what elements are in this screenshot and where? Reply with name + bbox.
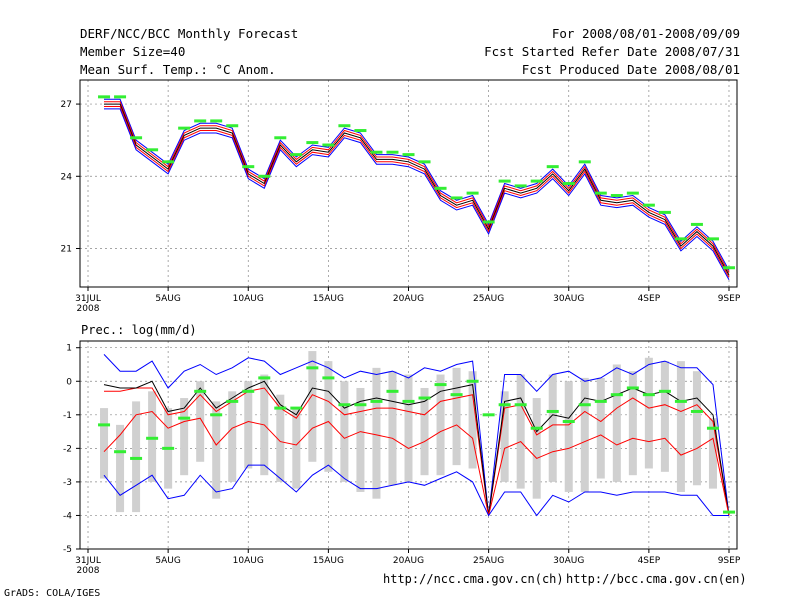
- prec-spread-bar: [324, 361, 333, 472]
- prec-spread-bar: [276, 394, 285, 482]
- prec-spread-bar: [420, 387, 429, 476]
- prec-spread-bar: [580, 377, 589, 492]
- prec-spread-bar: [228, 391, 237, 482]
- prec-spread-bar: [692, 371, 701, 486]
- prec-spread-bar: [372, 367, 381, 499]
- chart-title: DERF/NCC/BCC Monthly Forecast: [80, 26, 299, 41]
- prec-spread-bar: [100, 408, 109, 479]
- prec-spread-bar: [564, 381, 573, 492]
- prec-ytick-label: -4: [63, 511, 72, 521]
- temp-line-max: [104, 98, 730, 271]
- prec-spread-bar: [244, 381, 253, 469]
- prec-xtick-label: 30AUG: [553, 556, 584, 566]
- prec-line-mean: [103, 380, 730, 516]
- prec-frame: [79, 340, 738, 550]
- prec-spread-bar: [180, 398, 189, 476]
- prec-spread-bar: [436, 374, 445, 476]
- prec-spread-bar: [212, 401, 221, 499]
- prec-spread-bar: [196, 381, 205, 462]
- grads-credit: GrADS: COLA/IGES: [4, 588, 101, 599]
- prec-year-label: 2008: [77, 566, 100, 576]
- prec-xtick-label: 25AUG: [473, 556, 504, 566]
- temp-ytick-label: 24: [61, 172, 73, 182]
- temp-xtick-label: 31JUL: [75, 294, 101, 304]
- prec-line-lower: [103, 410, 730, 516]
- prec-xtick-label: 9SEP: [718, 556, 741, 566]
- temp-frame: [79, 79, 738, 288]
- prec-spread-bar: [148, 391, 157, 482]
- prec-spread-bar: [308, 351, 317, 462]
- prec-spread-bar: [468, 371, 477, 469]
- prec-line-min: [103, 464, 729, 517]
- variable-label: Mean Surf. Temp.: °C Anom.: [80, 62, 276, 77]
- forecast-period: For 2008/08/01-2008/09/09: [551, 26, 740, 41]
- temp-line-lower: [104, 106, 730, 278]
- prec-xtick-label: 4SEP: [638, 556, 661, 566]
- prec-spread-bar: [340, 381, 349, 482]
- refer-date: Fcst Started Refer Date 2008/07/31: [484, 44, 740, 59]
- temp-year-label: 2008: [77, 304, 100, 314]
- prec-spread-bar: [132, 401, 141, 513]
- prec-spread-bar: [500, 391, 509, 482]
- url-en-link[interactable]: http://bcc.cma.gov.cn(en): [566, 572, 747, 586]
- prec-spread-bar: [452, 367, 461, 466]
- prec-xtick-label: 31JUL: [75, 556, 101, 566]
- temp-ytick-label: 21: [61, 244, 72, 254]
- prec-xtick-label: 15AUG: [313, 556, 344, 566]
- produced-date: Fcst Produced Date 2008/08/01: [521, 62, 740, 77]
- prec-spread-bar: [388, 371, 397, 486]
- prec-spread-bar: [548, 374, 557, 482]
- prec-spread-bar: [532, 398, 541, 499]
- temp-xtick-label: 10AUG: [233, 294, 264, 304]
- prec-line-max: [103, 354, 730, 516]
- prec-spread-bar: [404, 374, 413, 482]
- prec-ytick-label: -2: [63, 444, 72, 454]
- url-ch-link[interactable]: http://ncc.cma.gov.cn(ch): [383, 572, 564, 586]
- prec-panel-title: Prec.: log(mm/d): [81, 323, 197, 337]
- temp-xtick-label: 30AUG: [553, 294, 584, 304]
- prec-ytick-label: -3: [63, 478, 72, 488]
- temp-xtick-label: 5AUG: [155, 294, 180, 304]
- temp-line-upper: [104, 101, 730, 273]
- prec-spread-bar: [516, 374, 525, 489]
- prec-spread-bar: [628, 371, 637, 476]
- prec-spread-bar: [612, 364, 621, 482]
- temp-xtick-label: 15AUG: [313, 294, 344, 304]
- prec-ytick-label: -1: [63, 411, 72, 421]
- prec-spread-bar: [116, 424, 125, 513]
- prec-xtick-label: 10AUG: [233, 556, 264, 566]
- temp-line-mean: [104, 103, 730, 276]
- prec-spread-bar: [708, 418, 717, 489]
- prec-spread-bar: [676, 361, 685, 492]
- temp-xtick-label: 4SEP: [638, 294, 661, 304]
- temp-xtick-label: 9SEP: [718, 294, 741, 304]
- prec-spread-bar: [644, 357, 653, 469]
- prec-ytick-label: 0: [66, 377, 72, 387]
- temp-line-min: [104, 108, 730, 281]
- prec-spread-bar: [292, 408, 301, 489]
- prec-spread-bar: [596, 377, 605, 479]
- prec-spread-bar: [660, 361, 669, 472]
- prec-ytick-label: 1: [66, 344, 72, 354]
- prec-spread-bar: [356, 387, 365, 492]
- prec-line-upper: [104, 387, 730, 516]
- temp-xtick-label: 25AUG: [473, 294, 504, 304]
- temp-ytick-label: 27: [61, 100, 72, 110]
- prec-xtick-label: 5AUG: [155, 556, 180, 566]
- prec-xtick-label: 20AUG: [393, 556, 424, 566]
- temp-xtick-label: 20AUG: [393, 294, 424, 304]
- member-size: Member Size=40: [80, 44, 186, 59]
- prec-ytick-label: -5: [63, 545, 72, 555]
